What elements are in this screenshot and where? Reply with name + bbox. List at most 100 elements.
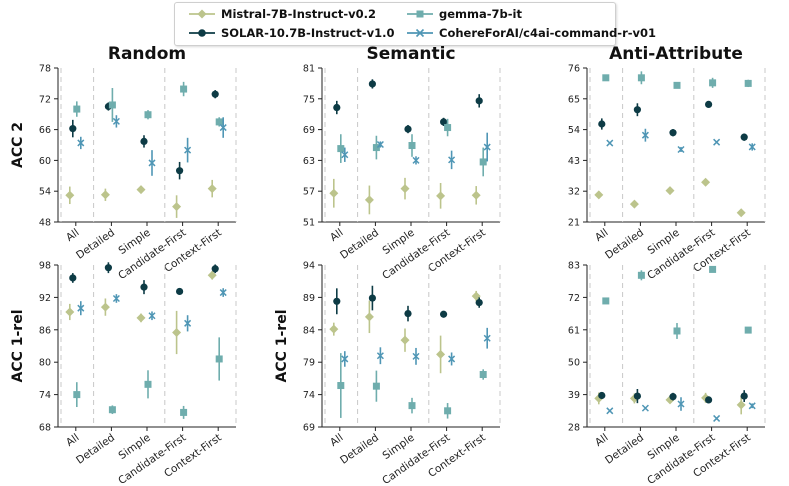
point-cohere xyxy=(112,117,120,125)
y-tick-label: 57 xyxy=(303,187,315,198)
point-gemma xyxy=(337,382,345,390)
point-mistral xyxy=(594,190,604,200)
y-axis-label: ACC 1-rel xyxy=(274,309,290,382)
point-gemma xyxy=(337,145,345,153)
point-cohere xyxy=(376,352,384,360)
y-tick-label: 61 xyxy=(568,325,580,336)
y-tick-label: 84 xyxy=(303,325,315,336)
y-tick-label: 75 xyxy=(303,94,315,105)
point-gemma xyxy=(709,265,717,273)
y-tick-label: 80 xyxy=(39,358,51,369)
y-tick-label: 94 xyxy=(303,261,315,272)
point-mistral xyxy=(436,349,446,359)
point-solar xyxy=(404,310,412,318)
point-cohere xyxy=(412,156,420,164)
x-tick-label: All xyxy=(593,432,611,449)
point-cohere xyxy=(483,334,491,342)
x-tick-label: All xyxy=(328,432,346,449)
point-mistral xyxy=(471,190,481,200)
point-cohere xyxy=(341,355,349,363)
legend-item-gemma: gemma-7b-it xyxy=(407,5,522,23)
point-solar xyxy=(211,90,219,98)
point-cohere xyxy=(677,400,685,408)
point-cohere xyxy=(448,156,456,164)
point-mistral xyxy=(136,313,146,323)
point-gemma xyxy=(144,380,152,388)
point-mistral xyxy=(436,191,446,201)
y-tick-label: 68 xyxy=(39,423,51,434)
legend-marker-mistral xyxy=(189,9,215,19)
x-tick-label: Detailed xyxy=(74,227,117,262)
point-solar xyxy=(440,118,448,126)
point-mistral xyxy=(736,400,746,410)
y-tick-label: 48 xyxy=(39,218,51,229)
point-gemma xyxy=(408,402,416,410)
panel-title: Random xyxy=(108,44,186,64)
point-mistral xyxy=(172,202,182,212)
point-solar xyxy=(598,391,606,400)
point-cohere xyxy=(606,407,614,415)
point-cohere xyxy=(148,159,156,167)
point-solar xyxy=(633,106,642,114)
point-gemma xyxy=(744,326,752,334)
point-cohere xyxy=(748,143,756,151)
point-gemma xyxy=(215,118,223,126)
legend-marker-solar xyxy=(189,29,215,37)
y-tick-label: 60 xyxy=(39,156,51,167)
point-cohere xyxy=(184,146,192,154)
y-tick-label: 76 xyxy=(568,64,580,75)
point-gemma xyxy=(73,105,81,113)
point-mistral xyxy=(329,188,339,198)
point-gemma xyxy=(408,142,416,150)
point-solar xyxy=(598,120,606,128)
point-cohere xyxy=(677,145,685,154)
point-mistral xyxy=(65,190,75,200)
y-tick-label: 81 xyxy=(303,64,315,75)
y-tick-label: 69 xyxy=(303,423,315,434)
point-solar xyxy=(69,124,77,133)
point-cohere xyxy=(112,294,120,303)
y-tick-label: 28 xyxy=(568,423,580,434)
legend-label-mistral: Mistral-7B-Instruct-v0.2 xyxy=(221,7,377,21)
y-axis-label: ACC 2 xyxy=(10,122,26,168)
y-tick-label: 21 xyxy=(568,218,580,229)
point-mistral xyxy=(172,328,182,337)
point-solar xyxy=(368,80,376,88)
x-tick-label: All xyxy=(64,227,82,244)
point-mistral xyxy=(364,195,374,205)
point-cohere xyxy=(184,319,192,327)
y-tick-label: 83 xyxy=(568,261,580,272)
point-gemma xyxy=(637,74,645,82)
point-gemma xyxy=(709,79,717,87)
legend: Mistral-7B-Instruct-v0.2 gemma-7b-it SOL… xyxy=(174,2,656,46)
point-cohere xyxy=(606,139,614,147)
point-mistral xyxy=(100,190,110,200)
y-tick-label: 63 xyxy=(303,156,315,167)
y-tick-label: 98 xyxy=(39,261,51,272)
point-cohere xyxy=(641,131,649,139)
x-tick-label: Detailed xyxy=(338,432,381,467)
point-solar xyxy=(475,97,483,105)
point-solar xyxy=(333,297,341,305)
legend-item-solar: SOLAR-10.7B-Instruct-v1.0 xyxy=(189,24,394,42)
y-tick-label: 65 xyxy=(568,94,580,105)
point-cohere xyxy=(148,312,156,320)
y-tick-label: 74 xyxy=(303,390,315,401)
point-mistral xyxy=(665,186,675,196)
point-mistral xyxy=(736,208,746,218)
point-cohere xyxy=(376,140,384,149)
point-solar xyxy=(740,392,748,400)
x-tick-label: Detailed xyxy=(338,227,381,262)
y-tick-label: 78 xyxy=(39,64,51,75)
point-mistral xyxy=(136,185,146,195)
point-cohere xyxy=(219,124,227,132)
point-cohere xyxy=(412,352,420,360)
point-gemma xyxy=(180,85,188,93)
y-tick-label: 86 xyxy=(39,325,51,336)
y-tick-label: 54 xyxy=(39,187,51,198)
